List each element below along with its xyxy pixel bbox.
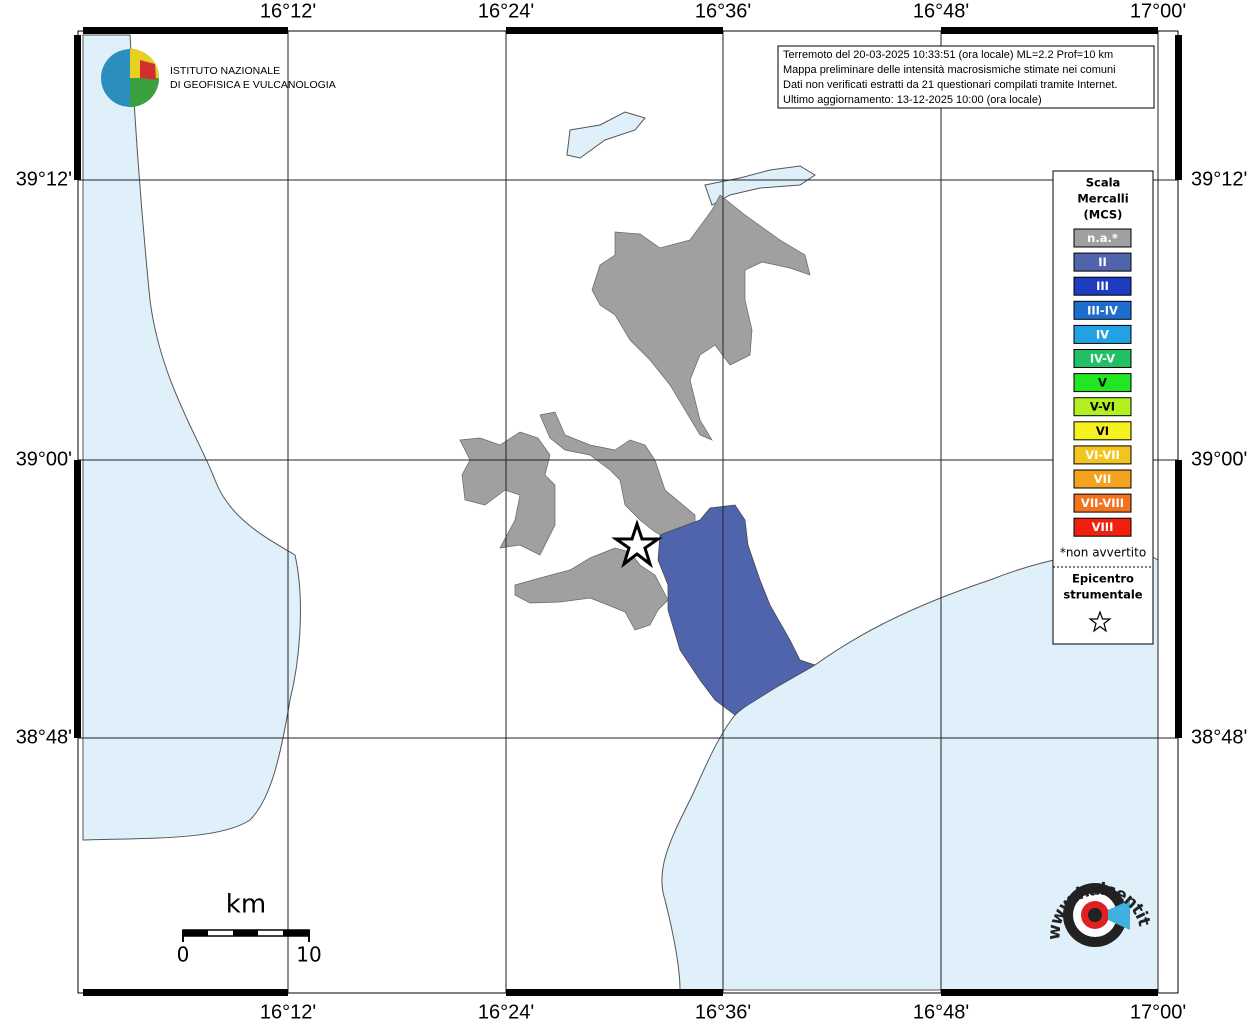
legend-note: *non avvertito — [1060, 546, 1146, 560]
legend-epicenter: strumentale — [1063, 588, 1142, 602]
scale-label: 0 — [177, 943, 190, 967]
ingv-logo: ISTITUTO NAZIONALE DI GEOFISICA E VULCAN… — [101, 49, 336, 107]
legend-swatch — [1073, 469, 1132, 489]
legend-label: II — [1098, 255, 1107, 269]
legend-swatch — [1073, 373, 1132, 393]
legend-title: Scala — [1086, 176, 1121, 190]
legend-swatch — [1073, 397, 1132, 417]
lon-label: 16°48' — [913, 0, 969, 22]
border-band — [1175, 460, 1182, 738]
scale-label: 10 — [296, 943, 321, 967]
lon-label: 16°48' — [913, 1001, 969, 1023]
legend-star — [1088, 610, 1112, 633]
lat-label: 38°48' — [1191, 726, 1247, 748]
info-box: Terremoto del 20-03-2025 10:33:51 (ora l… — [777, 45, 1155, 109]
legend-label: VII-VIII — [1081, 496, 1124, 510]
scale-title: km — [226, 890, 266, 920]
graticule: 16°12' 16°12' 16°24' 16°24' 16°36' 16°36' 16°4… — [16, 0, 1248, 1023]
border-band — [941, 27, 1158, 34]
legend-label: III — [1096, 279, 1109, 293]
border-band — [74, 460, 81, 738]
logo-text: DI GEOFISICA E VULCANOLOGIA — [170, 79, 336, 91]
lon-label: 17°00' — [1130, 1001, 1186, 1023]
lon-label: 16°12' — [260, 0, 316, 22]
legend-label: n.a.* — [1087, 231, 1118, 245]
border-band — [1175, 35, 1182, 180]
intensity-ii — [657, 504, 816, 716]
border-band — [506, 989, 723, 996]
lat-label: 39°12' — [1191, 168, 1247, 190]
info-line: Ultimo aggiornamento: 13-12-2025 10:00 (… — [783, 94, 1042, 106]
legend-swatch — [1073, 276, 1132, 296]
legend-swatch — [1073, 445, 1132, 465]
sea — [82, 34, 1159, 991]
legend-label: V — [1098, 376, 1107, 390]
lat-label: 38°48' — [16, 726, 72, 748]
legend-label: VIII — [1092, 520, 1114, 534]
legend-label: VI-VII — [1085, 448, 1120, 462]
legend-swatch — [1073, 252, 1132, 272]
legend-swatch — [1073, 349, 1132, 368]
border-band — [941, 989, 1158, 996]
lon-label: 16°36' — [695, 0, 751, 22]
legend-label: VII — [1094, 472, 1111, 486]
legend-swatch — [1073, 228, 1132, 248]
border-band — [83, 989, 288, 996]
legend-swatch — [1073, 300, 1132, 320]
lat-label: 39°00' — [16, 448, 72, 470]
legend: Scala Mercalli (MCS) *non avvertito Epic… — [1052, 170, 1154, 645]
lat-label: 39°00' — [1191, 448, 1247, 470]
lon-label: 17°00' — [1130, 0, 1186, 22]
legend-label: IV — [1096, 327, 1109, 341]
intensity-na — [459, 194, 811, 631]
legend-swatch — [1073, 421, 1132, 441]
logo-text: ISTITUTO NAZIONALE — [170, 65, 280, 77]
legend-swatch — [1073, 493, 1132, 513]
legend-label: III-IV — [1087, 303, 1118, 317]
lon-label: 16°24' — [478, 0, 534, 22]
info-frame — [777, 45, 1155, 109]
info-line: Terremoto del 20-03-2025 10:33:51 (ora l… — [783, 49, 1113, 61]
border-band — [83, 27, 288, 34]
legend-title: (MCS) — [1084, 208, 1123, 222]
legend-swatch — [1073, 324, 1132, 344]
border-band — [506, 27, 723, 34]
lon-label: 16°24' — [478, 1001, 534, 1023]
info-line: Dati non verificati estratti da 21 quest… — [783, 79, 1117, 91]
info-line: Mappa preliminare delle intensità macros… — [783, 64, 1116, 76]
legend-title: Mercalli — [1077, 192, 1128, 206]
lon-label: 16°12' — [260, 1001, 316, 1023]
legend-label: VI — [1096, 424, 1109, 438]
legend-epicenter: Epicentro — [1072, 572, 1134, 586]
lat-label: 39°12' — [16, 168, 72, 190]
border-band — [74, 35, 81, 180]
legend-label: IV-V — [1090, 352, 1115, 366]
map-border — [74, 27, 1182, 996]
scale-bar: km 0 10 — [177, 890, 322, 967]
legend-swatch — [1073, 517, 1132, 537]
lon-label: 16°36' — [695, 1001, 751, 1023]
epicenter-star — [611, 519, 663, 569]
legend-label: V-VI — [1090, 400, 1115, 414]
